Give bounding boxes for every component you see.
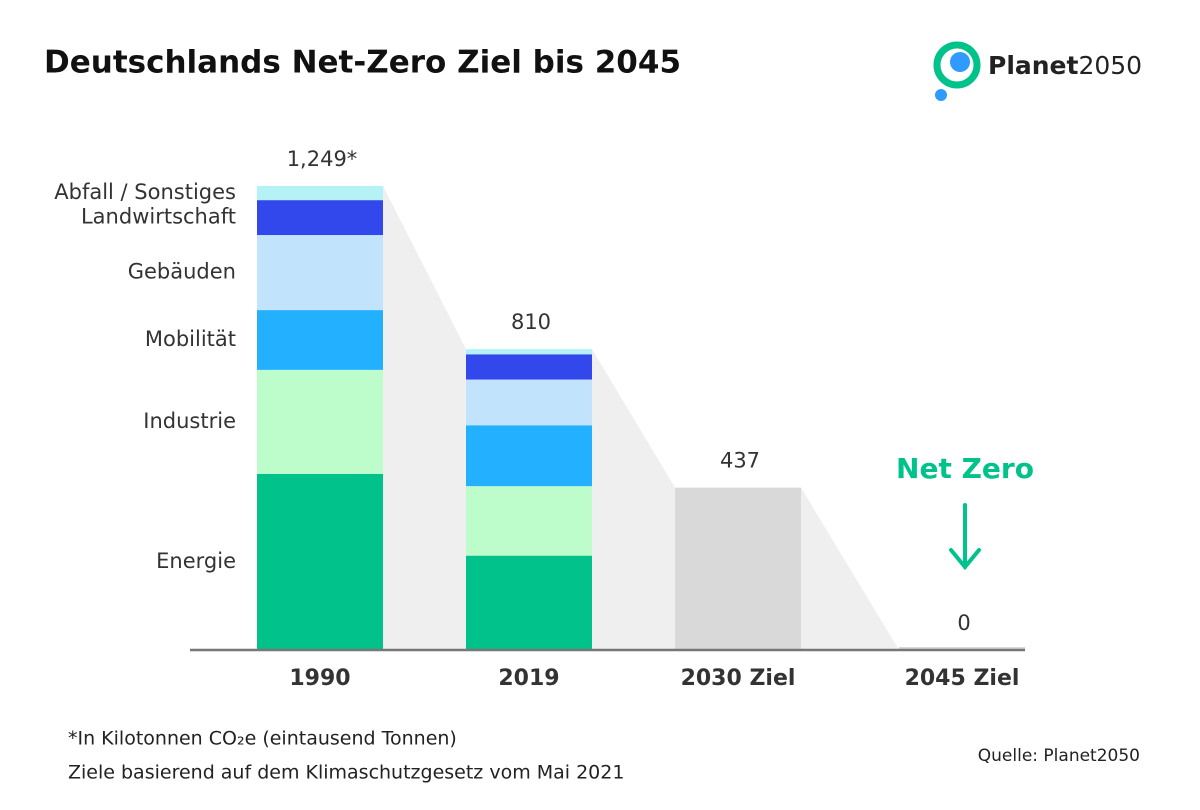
bar-segment (257, 235, 383, 311)
bar-segment (466, 486, 592, 556)
total-label: 810 (511, 310, 551, 334)
bar-segment (257, 186, 383, 201)
legend-label: Mobilität (145, 327, 236, 351)
logo-text: Planet2050 (988, 51, 1142, 80)
bar-segment (257, 310, 383, 370)
logo-ring (933, 41, 981, 89)
bar-segment (257, 369, 383, 474)
bar-segment (466, 349, 592, 355)
x-tick-label: 2045 Ziel (905, 666, 1020, 691)
total-label: 0 (957, 611, 970, 635)
total-label: 437 (720, 449, 760, 473)
logo-suffix: 2050 (1078, 51, 1142, 80)
legend-label: Energie (156, 549, 236, 573)
bar-segment (257, 473, 383, 650)
x-tick-label: 1990 (289, 666, 350, 691)
annotation: Net Zero (896, 452, 1034, 485)
logo-dot (950, 52, 970, 72)
x-tick-label: 2019 (498, 666, 559, 691)
target-bar (899, 647, 1025, 650)
arrow (949, 503, 981, 571)
connector (801, 487, 899, 650)
bar-segment (466, 425, 592, 487)
logo-dot-small (935, 89, 947, 101)
bar-segment (466, 379, 592, 426)
target-bar (675, 487, 801, 650)
connector (592, 349, 675, 650)
logo: Planet2050 (933, 41, 1142, 101)
total-label: 1,249* (287, 147, 358, 171)
source: Quelle: Planet2050 (978, 746, 1140, 766)
legend-label: Gebäuden (128, 260, 236, 284)
bar-segment (466, 555, 592, 650)
logo-name: Planet (988, 51, 1079, 80)
legend-label: Landwirtschaft (81, 205, 236, 229)
chart-title: Deutschlands Net-Zero Ziel bis 2045 (44, 45, 681, 81)
bar-segment (257, 200, 383, 236)
arrow-head (949, 548, 981, 571)
legend-label: Abfall / Sonstiges (54, 180, 236, 204)
x-tick-label: 2030 Ziel (681, 666, 796, 691)
connector (383, 186, 466, 650)
legend-label: Industrie (143, 409, 236, 433)
footnote: *In Kilotonnen CO₂e (eintausend Tonnen) (68, 728, 457, 750)
footnote: Ziele basierend auf dem Klimaschutzgeset… (68, 762, 624, 784)
bar-segment (466, 354, 592, 380)
